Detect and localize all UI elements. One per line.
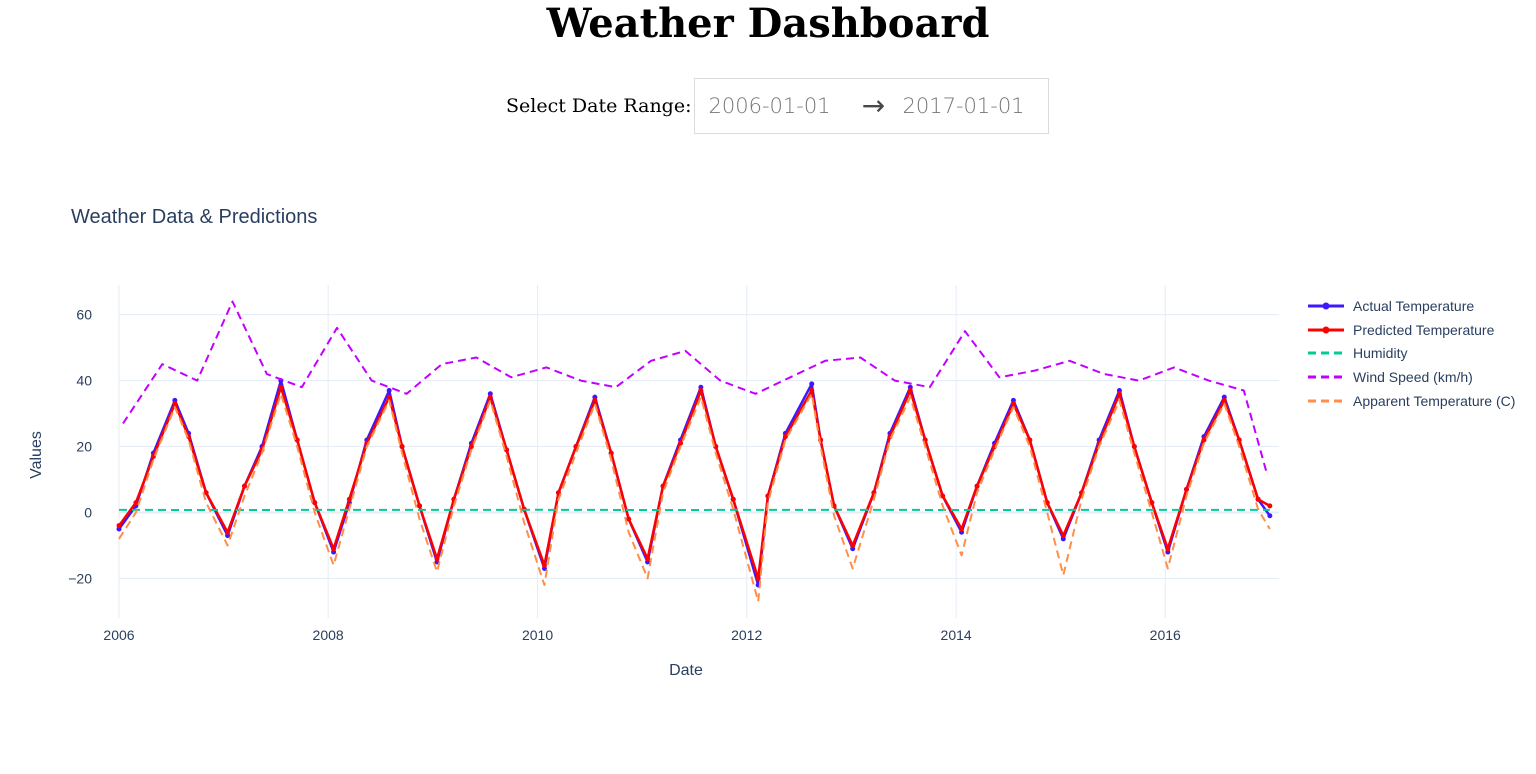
- series-point-1: [1060, 533, 1066, 539]
- series-point-1: [203, 490, 209, 496]
- x-tick-label: 2006: [103, 627, 134, 643]
- legend-label: Actual Temperature: [1353, 297, 1475, 314]
- legend-swatch: [1308, 326, 1344, 334]
- series-point-1: [434, 556, 440, 562]
- series-point-1: [1267, 503, 1273, 509]
- series-point-1: [487, 394, 493, 400]
- legend-label: Wind Speed (km/h): [1353, 369, 1473, 386]
- x-axis-title: Date: [669, 662, 703, 679]
- chart-legend: Actual Temperature Predicted Temperature H…: [1306, 294, 1515, 413]
- x-tick-label: 2008: [313, 627, 344, 643]
- legend-swatch-marker: [1322, 302, 1330, 310]
- legend-item[interactable]: Actual Temperature: [1306, 294, 1515, 318]
- end-date-input[interactable]: [902, 94, 1039, 118]
- series-point-1: [1255, 496, 1261, 502]
- x-tick-label: 2016: [1150, 627, 1181, 643]
- legend-item[interactable]: Humidity: [1306, 342, 1515, 366]
- legend-item[interactable]: Wind Speed (km/h): [1306, 365, 1515, 389]
- y-tick-label: −20: [68, 570, 92, 586]
- series-point-1: [386, 394, 392, 400]
- series-point-1: [974, 483, 980, 489]
- legend-item[interactable]: Apparent Temperature (C): [1306, 389, 1515, 413]
- series-line-3: [122, 300, 1268, 474]
- y-tick-label: 40: [76, 373, 92, 389]
- x-tick-labels: 2006 2008 2010 2012 2014 2016: [103, 627, 1181, 643]
- series-point-1: [592, 397, 598, 403]
- series-point-1: [907, 388, 913, 394]
- legend-item[interactable]: Predicted Temperature: [1306, 318, 1515, 342]
- series-point-1: [133, 500, 139, 506]
- series-point-1: [755, 575, 761, 581]
- series-point-1: [782, 434, 788, 440]
- start-date-input[interactable]: [708, 94, 845, 118]
- y-tick-label: 20: [76, 439, 92, 455]
- weather-chart: Weather Data & Predictions −20 0 20 40 60 20…: [28, 206, 1279, 679]
- series-point-1: [278, 384, 284, 390]
- series-point-1: [116, 523, 122, 529]
- arrow-right-icon: →: [861, 89, 886, 122]
- series-point-1: [541, 562, 547, 568]
- series-point-1: [504, 447, 510, 453]
- x-tick-label: 2012: [731, 627, 762, 643]
- series-point-1: [809, 388, 815, 394]
- series-line-4: [118, 392, 1271, 603]
- series-point-1: [959, 526, 965, 532]
- series-point-1: [241, 483, 247, 489]
- series-point-0: [386, 388, 392, 394]
- series-point-1: [1010, 401, 1016, 407]
- legend-label: Predicted Temperature: [1353, 321, 1495, 338]
- series-point-0: [1267, 513, 1273, 519]
- chart-title: Weather Data & Predictions: [71, 206, 317, 228]
- series-point-1: [730, 496, 736, 502]
- legend-swatch-marker: [1322, 326, 1330, 334]
- series-point-1: [172, 401, 178, 407]
- page-title: Weather Dashboard: [546, 0, 990, 47]
- series-point-1: [1149, 500, 1155, 506]
- legend-swatch: [1308, 302, 1344, 310]
- y-tick-labels: −20 0 20 40 60: [68, 307, 92, 587]
- series-point-1: [1183, 486, 1189, 492]
- series-point-1: [225, 529, 231, 535]
- series-point-1: [1165, 546, 1171, 552]
- legend-label: Apparent Temperature (C): [1353, 393, 1516, 410]
- legend-swatch: [1308, 375, 1344, 379]
- series-point-1: [1201, 437, 1207, 443]
- y-axis-title: Values: [28, 431, 45, 479]
- series-point-1: [312, 500, 318, 506]
- series-point-1: [850, 542, 856, 548]
- series-point-0: [809, 381, 815, 387]
- date-range-label: Select Date Range:: [506, 95, 692, 117]
- legend-label: Humidity: [1353, 345, 1408, 362]
- chart-traces: [116, 300, 1273, 603]
- y-tick-label: 60: [76, 307, 92, 323]
- series-point-1: [294, 437, 300, 443]
- date-range-picker[interactable]: →: [693, 78, 1049, 134]
- series-point-1: [346, 496, 352, 502]
- series-point-1: [468, 444, 474, 450]
- series-point-1: [1131, 444, 1137, 450]
- x-tick-label: 2010: [522, 627, 553, 643]
- legend-swatch: [1308, 351, 1344, 355]
- series-point-1: [626, 516, 632, 522]
- chart-grid: [118, 285, 1279, 618]
- legend-swatch: [1308, 399, 1344, 403]
- series-point-1: [331, 546, 337, 552]
- series-point-1: [940, 493, 946, 499]
- series-point-1: [678, 440, 684, 446]
- y-tick-label: 0: [84, 504, 92, 520]
- series-point-1: [645, 556, 651, 562]
- series-point-1: [1044, 500, 1050, 506]
- series-point-1: [698, 388, 704, 394]
- series-point-1: [1221, 397, 1227, 403]
- date-range-row: Select Date Range: →: [506, 77, 1049, 135]
- x-tick-label: 2014: [941, 627, 972, 643]
- series-point-1: [417, 503, 423, 509]
- series-point-1: [1116, 391, 1122, 397]
- series-point-1: [399, 444, 405, 450]
